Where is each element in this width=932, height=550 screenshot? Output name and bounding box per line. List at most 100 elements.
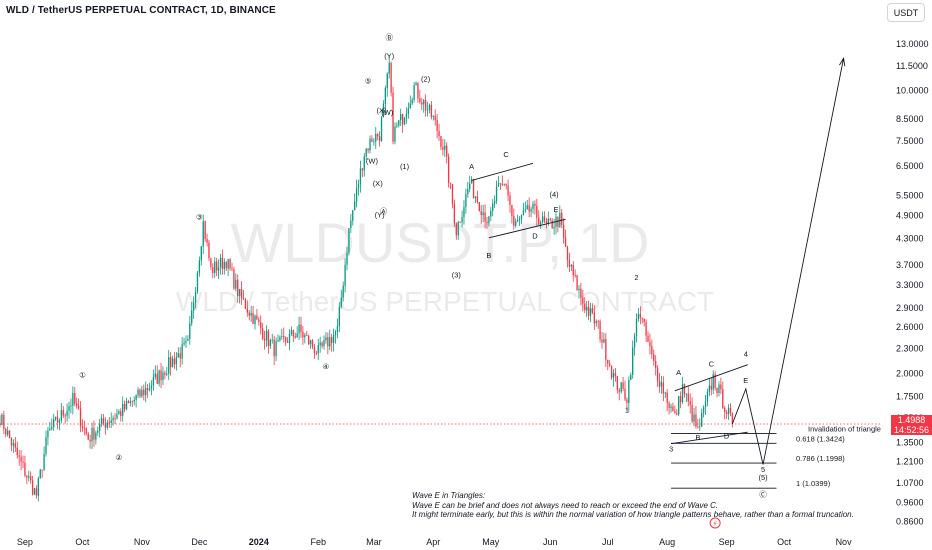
candle-body [3, 414, 5, 429]
note-line-2: It might terminate early, but this is wi… [412, 510, 854, 520]
candle-body [332, 334, 335, 344]
candle-body [344, 264, 346, 286]
candle-body [716, 387, 718, 393]
candle-body [557, 216, 559, 227]
wave-label: 5 [761, 465, 765, 474]
x-tick-label: Oct [777, 537, 792, 547]
candle-body [49, 428, 51, 431]
candle-body [254, 315, 256, 325]
candle-body [200, 246, 202, 261]
candle-body [649, 342, 651, 347]
wave-label: (X) [373, 179, 384, 188]
wave-label: ② [115, 453, 122, 462]
candle-body [127, 401, 130, 403]
triangle-boundary-line [488, 218, 566, 239]
candle-body [122, 403, 124, 416]
candle-body [110, 420, 112, 424]
candle-body [693, 414, 695, 422]
candle-body [79, 408, 82, 427]
candle-body [718, 384, 720, 393]
y-tick-label: 2.3000 [896, 344, 924, 354]
candle-body [679, 396, 682, 402]
x-tick-label: Nov [134, 537, 151, 547]
candle-body [647, 335, 649, 343]
candle-body [482, 212, 484, 216]
candle-body [72, 392, 74, 406]
candle-body [390, 62, 392, 93]
candle-body [311, 340, 314, 348]
candle-body [304, 335, 306, 338]
candle-body [336, 326, 339, 332]
candle-body [526, 205, 528, 210]
wave-label: ④ [323, 362, 330, 371]
candle-body [221, 257, 224, 269]
candle-body [248, 312, 250, 316]
candle-body [346, 252, 348, 265]
candle-body [676, 413, 678, 415]
candle-body [327, 337, 329, 347]
candle-body [302, 331, 304, 338]
candle-body [367, 148, 369, 151]
candle-body [541, 216, 544, 223]
candle-body [185, 340, 187, 343]
event-icon-glyph: ⚡ [713, 520, 718, 528]
candle-body [561, 212, 563, 225]
candle-body [87, 433, 89, 440]
candle-body [116, 413, 118, 419]
annotation-note: Wave E in Triangles: Wave E can be brief… [412, 491, 854, 520]
candle-body [30, 476, 32, 481]
wave-label: (W) [381, 108, 394, 117]
candle-body [708, 385, 711, 392]
wave-label: D [724, 431, 730, 440]
candle-body [325, 337, 327, 341]
candle-body [219, 257, 222, 268]
candle-body [591, 308, 594, 313]
y-tick-label: 1.2100 [896, 457, 924, 467]
candle-body [371, 138, 373, 142]
candle-body [5, 428, 7, 435]
candle-body [288, 333, 291, 343]
currency-button[interactable]: USDT [887, 3, 925, 22]
candle-body [93, 428, 95, 440]
candle-body [194, 291, 197, 303]
wave-label: (3) [452, 270, 462, 279]
candle-body [484, 212, 486, 222]
candle-body [599, 321, 601, 340]
candle-body [196, 272, 199, 292]
candle-body [273, 339, 275, 357]
candle-body [33, 488, 36, 495]
candle-body [286, 341, 289, 343]
candle-body [423, 100, 425, 105]
countdown-tag: 14:52:56 [891, 425, 932, 435]
candle-body [380, 117, 383, 141]
fib-level-label: 1 (1.0399) [796, 479, 831, 488]
wave-label: 3 [669, 445, 673, 454]
candle-body [551, 220, 553, 229]
candle-body [250, 312, 252, 316]
y-tick-label: 1.3500 [896, 437, 924, 447]
candle-body [81, 426, 84, 428]
candle-body [632, 347, 634, 375]
candle-body [263, 338, 266, 341]
candle-body [641, 317, 643, 319]
candle-body [244, 299, 247, 309]
y-tick-label: 4.3000 [896, 234, 924, 244]
candle-body [156, 373, 158, 384]
candle-body [350, 220, 352, 229]
candle-body [655, 361, 657, 368]
candle-body [261, 328, 264, 339]
candle-body [225, 261, 227, 269]
candle-body [24, 462, 26, 476]
candle-body [354, 201, 356, 211]
candle-body [97, 430, 99, 433]
wave-label: ① [79, 371, 86, 380]
candle-body [120, 411, 122, 416]
candle-body [181, 344, 183, 359]
candle-body [45, 437, 47, 454]
candle-body [421, 102, 423, 105]
candle-body [235, 279, 237, 289]
watermark-symbol: WLDUSDT.P, 1D [230, 211, 649, 274]
candle-body [164, 372, 166, 375]
candle-body [725, 412, 728, 414]
